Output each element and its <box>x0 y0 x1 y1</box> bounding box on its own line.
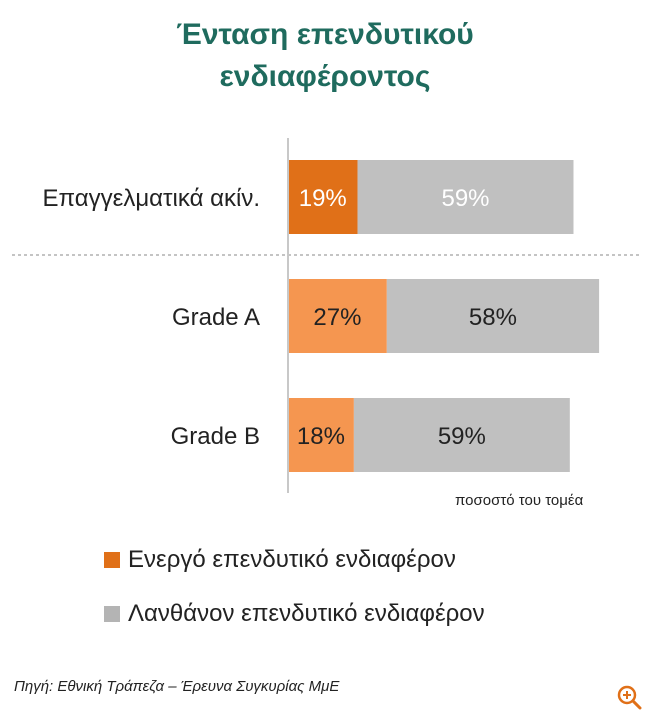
data-label-active-1: 27% <box>313 304 361 331</box>
bar-active-1 <box>288 279 387 353</box>
category-label-2: Grade B <box>171 423 260 450</box>
legend-item-active: Ενεργό επενδυτικό ενδιαφέρον <box>104 546 456 574</box>
legend-item-latent: Λανθάνον επενδυτικό ενδιαφέρον <box>104 600 485 628</box>
bar-active-0 <box>288 160 358 234</box>
bar-latent-2 <box>353 398 570 472</box>
bar-active-2 <box>288 398 354 472</box>
source-note: Πηγή: Εθνική Τράπεζα – Έρευνα Συγκυρίας … <box>14 678 340 695</box>
x-axis-label: ποσοστό του τομέα <box>455 492 584 509</box>
data-label-latent-0: 59% <box>441 185 489 212</box>
legend-label-latent: Λανθάνον επενδυτικό ενδιαφέρον <box>128 600 485 627</box>
chart-title: Ένταση επενδυτικού ενδιαφέροντος <box>0 14 650 98</box>
legend-swatch-latent <box>104 606 120 622</box>
bar-latent-0 <box>357 160 574 234</box>
data-label-active-0: 19% <box>299 185 347 212</box>
data-label-active-2: 18% <box>297 423 345 450</box>
category-label-1: Grade A <box>172 304 260 331</box>
legend-swatch-active <box>104 552 120 568</box>
category-label-0: Επαγγελματικά ακίν. <box>43 185 260 212</box>
chart-title-line-1: Ένταση επενδυτικού <box>176 18 474 51</box>
data-label-latent-2: 59% <box>438 423 486 450</box>
chart-title-line-2: ενδιαφέροντος <box>219 60 431 93</box>
zoom-in-icon[interactable] <box>616 684 642 710</box>
legend-label-active: Ενεργό επενδυτικό ενδιαφέρον <box>128 546 456 573</box>
bar-latent-1 <box>386 279 600 353</box>
data-label-latent-1: 58% <box>469 304 517 331</box>
